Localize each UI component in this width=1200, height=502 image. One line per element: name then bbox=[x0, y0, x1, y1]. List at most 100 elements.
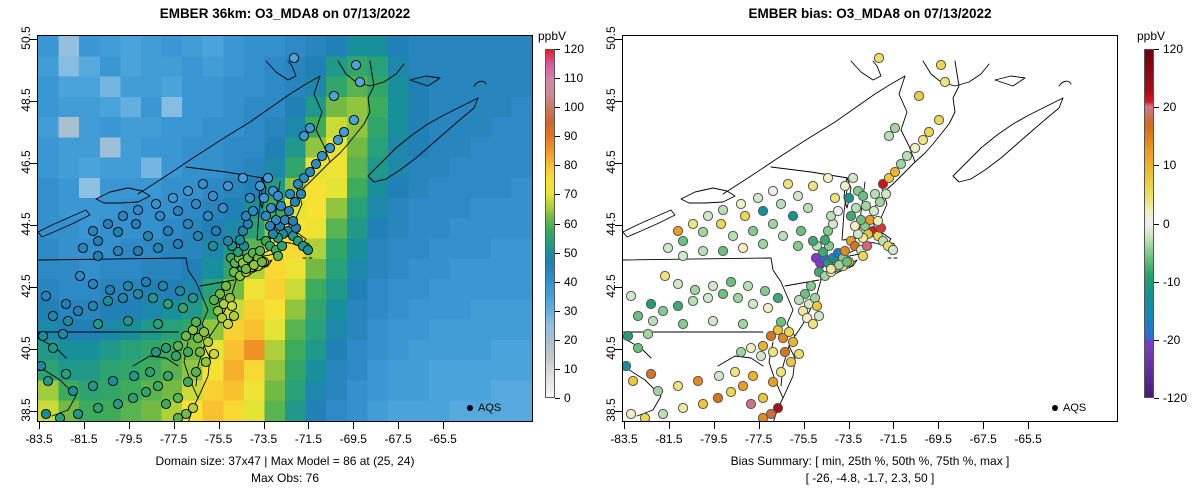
obs-point bbox=[87, 278, 99, 290]
x-tick bbox=[308, 422, 310, 429]
obs-point bbox=[202, 210, 214, 222]
obs-point bbox=[328, 90, 340, 102]
obs-point bbox=[197, 178, 209, 190]
bias-point bbox=[807, 180, 819, 192]
x-tick-label: -79.5 bbox=[700, 432, 728, 446]
bias-point bbox=[782, 178, 794, 190]
left-panel-title: EMBER 36km: O3_MDA8 on 07/13/2022 bbox=[159, 6, 411, 21]
obs-point bbox=[77, 242, 89, 254]
obs-point bbox=[298, 130, 310, 142]
colorbar-tick-label: -10 bbox=[1163, 274, 1181, 289]
obs-point bbox=[262, 172, 274, 184]
bias-point bbox=[737, 380, 749, 392]
bias-point bbox=[843, 192, 855, 204]
x-tick-label: -67.5 bbox=[969, 432, 997, 446]
bias-point bbox=[677, 250, 689, 262]
y-tick bbox=[615, 287, 622, 288]
colorbar-tick-label: 20 bbox=[564, 332, 578, 347]
colorbar-tick bbox=[1154, 223, 1159, 225]
obs-point bbox=[122, 280, 134, 292]
obs-point bbox=[237, 172, 249, 184]
x-tick bbox=[173, 422, 175, 429]
obs-point bbox=[192, 332, 204, 344]
bias-points bbox=[623, 52, 951, 421]
bias-point bbox=[745, 342, 757, 354]
x-tick bbox=[1028, 422, 1030, 429]
obs-point bbox=[47, 310, 59, 322]
obs-point bbox=[60, 298, 72, 310]
obs-point bbox=[208, 294, 220, 306]
bias-point bbox=[647, 315, 659, 327]
bias-point bbox=[779, 346, 791, 358]
bias-point bbox=[787, 336, 799, 348]
x-tick bbox=[758, 422, 760, 429]
bias-point bbox=[729, 366, 741, 378]
bias-point bbox=[765, 330, 777, 342]
bias-point bbox=[772, 292, 784, 304]
bias-point bbox=[772, 402, 784, 414]
obs-point bbox=[160, 342, 172, 354]
colorbar-tick bbox=[1154, 107, 1159, 109]
bias-point bbox=[839, 180, 851, 192]
obs-point bbox=[92, 235, 104, 247]
obs-point bbox=[180, 330, 192, 342]
obs-point bbox=[117, 210, 129, 222]
obs-point bbox=[207, 190, 219, 202]
bias-point bbox=[672, 380, 684, 392]
obs-point bbox=[122, 315, 134, 327]
obs-point bbox=[260, 210, 272, 222]
x-tick bbox=[893, 422, 895, 429]
bias-point bbox=[847, 172, 859, 184]
obs-point bbox=[190, 316, 202, 328]
obs-point bbox=[222, 235, 234, 247]
y-tick-label: 40.5 bbox=[19, 336, 33, 360]
bias-point bbox=[652, 385, 664, 397]
bias-point bbox=[632, 310, 644, 322]
bias-point bbox=[645, 368, 657, 380]
obs-point bbox=[42, 375, 54, 387]
bias-point bbox=[802, 202, 814, 214]
obs-point bbox=[172, 340, 184, 352]
x-tick bbox=[713, 422, 715, 429]
right-panel-title: EMBER bias: O3_MDA8 on 07/13/2022 bbox=[748, 6, 992, 21]
obs-point bbox=[338, 126, 350, 138]
bias-point bbox=[913, 90, 925, 102]
bias-point bbox=[792, 240, 804, 252]
x-tick-label: -77.5 bbox=[160, 432, 188, 446]
bias-point bbox=[839, 245, 851, 257]
bias-point bbox=[762, 302, 774, 314]
bias-point bbox=[707, 315, 719, 327]
left-colorbar bbox=[545, 49, 555, 398]
obs-point bbox=[112, 245, 124, 257]
x-tick bbox=[39, 422, 40, 429]
bias-point bbox=[725, 386, 737, 398]
bias-point bbox=[765, 408, 777, 420]
bias-point bbox=[687, 218, 699, 230]
x-tick-label: -79.5 bbox=[115, 432, 143, 446]
y-tick bbox=[30, 411, 37, 412]
bias-point bbox=[747, 298, 759, 310]
obs-point bbox=[154, 210, 166, 222]
colorbar-tick-label: 10 bbox=[564, 361, 578, 376]
bias-point bbox=[889, 122, 901, 134]
bias-point bbox=[757, 412, 769, 421]
obs-points bbox=[38, 52, 366, 421]
y-tick bbox=[615, 163, 622, 164]
bias-point bbox=[825, 210, 837, 222]
bias-point bbox=[923, 126, 935, 138]
x-tick bbox=[938, 422, 940, 429]
obs-point bbox=[87, 225, 99, 237]
colorbar-tick bbox=[555, 281, 560, 283]
bias-point bbox=[917, 134, 929, 146]
obs-point bbox=[182, 185, 194, 197]
y-tick-label: 48.5 bbox=[604, 88, 618, 112]
obs-point bbox=[104, 284, 116, 296]
colorbar-tick-label: 20 bbox=[1163, 100, 1177, 115]
bias-point bbox=[725, 276, 737, 288]
bias-point bbox=[887, 244, 899, 256]
obs-point bbox=[217, 202, 229, 214]
x-tick-label: -67.5 bbox=[384, 432, 412, 446]
bias-point bbox=[727, 230, 739, 242]
x-tick-label: -65.5 bbox=[429, 432, 457, 446]
x-tick bbox=[263, 422, 265, 429]
